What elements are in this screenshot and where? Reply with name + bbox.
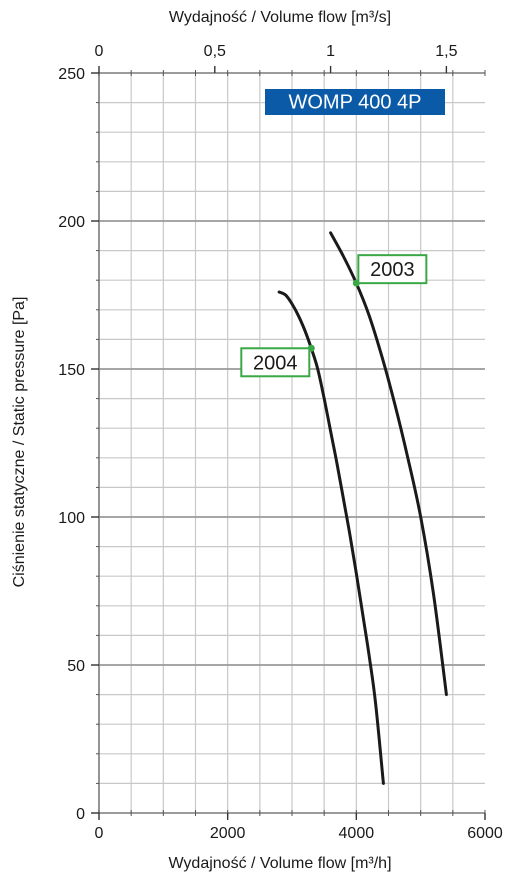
y-tick-label: 250 bbox=[58, 66, 85, 83]
x-tick-label: 0 bbox=[95, 825, 104, 842]
curve-labels: 2004 2003 bbox=[240, 254, 428, 378]
axes bbox=[96, 70, 486, 816]
x-tick-label: 6000 bbox=[467, 825, 503, 842]
chart-title-badge: WOMP 400 4P bbox=[265, 89, 445, 115]
curves bbox=[277, 231, 448, 785]
y-tick-label: 150 bbox=[58, 362, 85, 379]
x2-tick-label: 1,5 bbox=[435, 43, 457, 60]
series-2004-label: 2004 bbox=[253, 352, 298, 374]
bottom-axis-title: Wydajność / Volume flow [m³/h] bbox=[168, 855, 391, 872]
grid bbox=[99, 73, 485, 813]
x2-tick-label: 0 bbox=[95, 43, 104, 60]
x-tick-label: 4000 bbox=[339, 825, 375, 842]
x2-tick-label: 1 bbox=[326, 43, 335, 60]
series-2004-label-box bbox=[240, 347, 311, 378]
title-badge-background bbox=[265, 89, 445, 115]
chart-title: WOMP 400 4P bbox=[288, 92, 421, 114]
series-2004-curve bbox=[277, 290, 385, 785]
y-tick-label: 50 bbox=[67, 658, 85, 675]
y-tick-label: 0 bbox=[76, 806, 85, 823]
y-tick-label: 100 bbox=[58, 510, 85, 527]
x-tick-label: 2000 bbox=[210, 825, 246, 842]
series-2003-curve bbox=[329, 231, 448, 697]
series-2003-label: 2003 bbox=[370, 259, 415, 281]
top-axis-title: Wydajność / Volume flow [m³/s] bbox=[169, 9, 391, 26]
tick-labels: 0 2000 4000 6000 0 0,5 1 1,5 0 50 100 150 200 250 bbox=[58, 43, 503, 842]
y-axis-title: Ciśnienie statyczne / Static pressure [P… bbox=[11, 297, 28, 588]
y-tick-label: 200 bbox=[58, 214, 85, 231]
series-2003-label-box bbox=[357, 254, 428, 285]
x2-tick-label: 0,5 bbox=[204, 43, 226, 60]
